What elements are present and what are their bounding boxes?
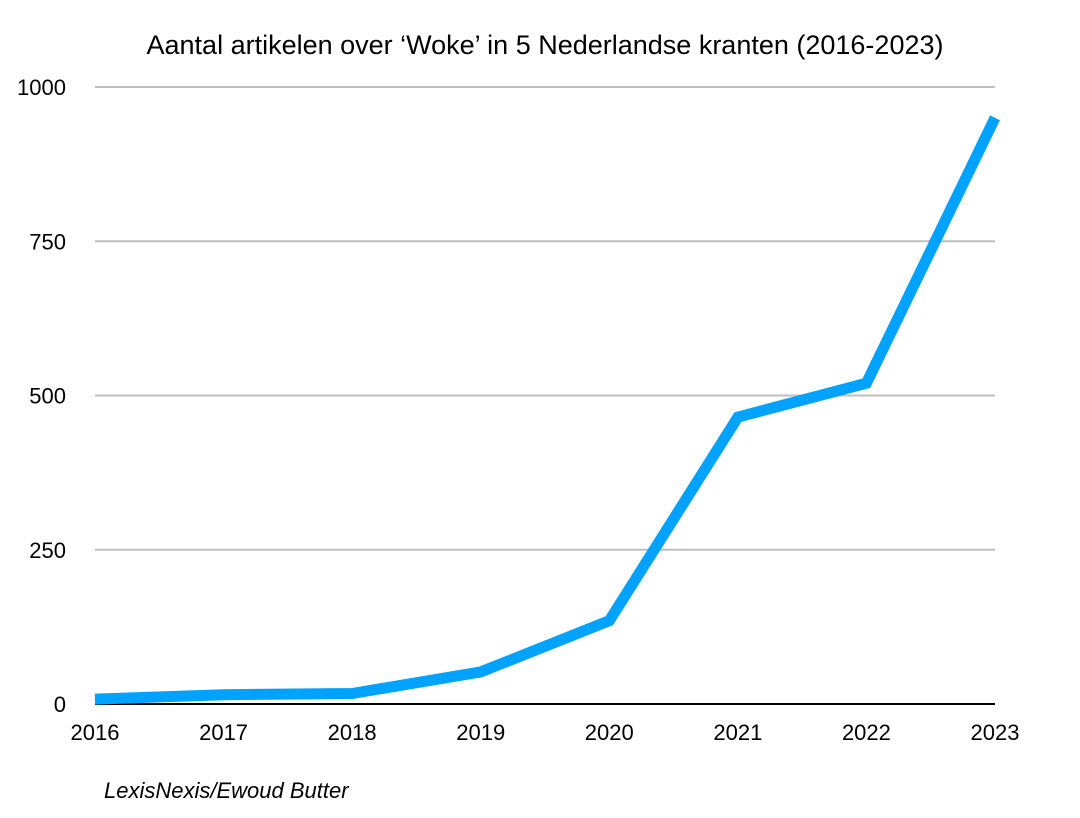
data-point-2018 <box>351 693 353 695</box>
data-point-2021 <box>737 416 739 418</box>
series-line-0 <box>94 115 1000 705</box>
y-tick-label: 250 <box>29 538 66 563</box>
x-tick-label: 2019 <box>456 720 505 745</box>
data-point-2017 <box>223 694 225 696</box>
gridlines <box>95 86 995 551</box>
y-tick-label: 500 <box>29 384 66 409</box>
chart-title: Aantal artikelen over ‘Woke’ in 5 Nederl… <box>147 30 944 60</box>
x-tick-label: 2016 <box>71 720 120 745</box>
data-point-2019 <box>480 671 482 673</box>
x-tick-label: 2022 <box>842 720 891 745</box>
source-label: LexisNexis/Ewoud Butter <box>104 778 350 803</box>
y-tick-label: 0 <box>54 692 66 717</box>
y-tick-label: 1000 <box>17 75 66 100</box>
data-point-2016 <box>94 698 96 700</box>
data-point-2023 <box>994 117 996 119</box>
y-tick-label: 750 <box>29 229 66 254</box>
x-tick-label: 2018 <box>328 720 377 745</box>
x-tick-label: 2020 <box>585 720 634 745</box>
data-point-2022 <box>865 382 867 384</box>
x-tick-label: 2021 <box>713 720 762 745</box>
y-axis-ticks: 0 250 500 750 1000 <box>17 75 66 717</box>
data-point-2020 <box>608 620 610 622</box>
x-axis-ticks: 2016 2017 2018 2019 2020 2021 2022 2023 <box>71 720 1020 745</box>
x-tick-label: 2017 <box>199 720 248 745</box>
x-tick-label: 2023 <box>971 720 1020 745</box>
series-layer <box>94 115 1000 705</box>
